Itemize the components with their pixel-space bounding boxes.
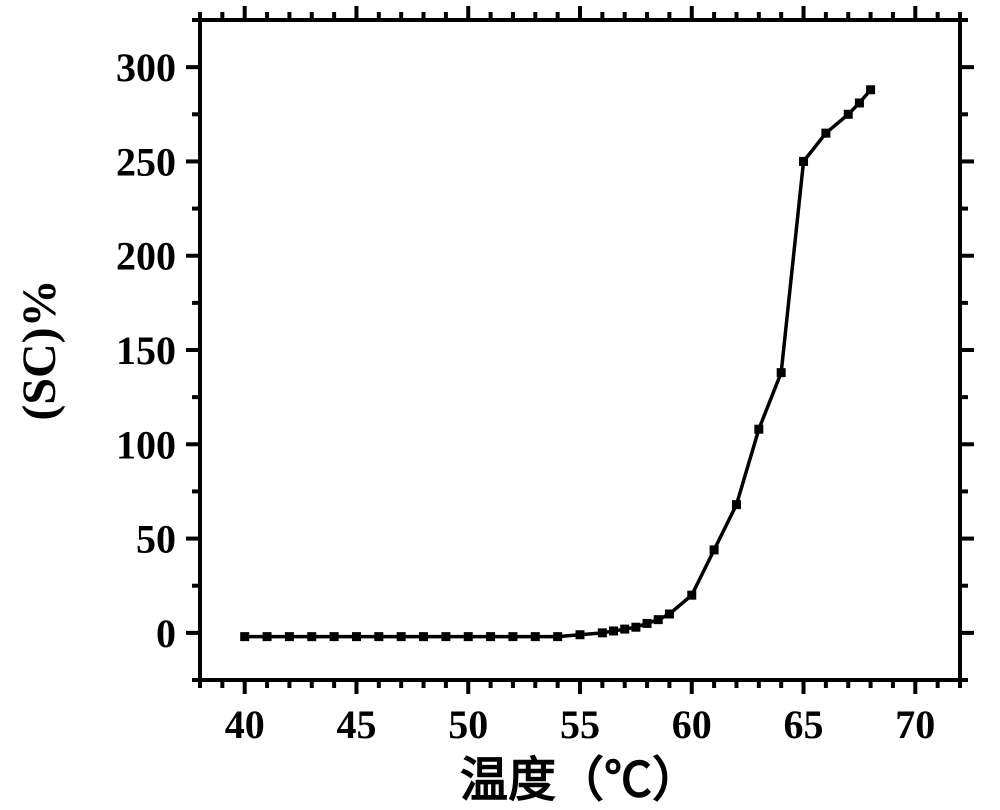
x-tick-label: 40 (225, 702, 265, 747)
series-marker (240, 632, 249, 641)
chart-svg: 40 45 50 55 60 65 70 0 50 100 150 200 250 300 温度（℃） (SC… (0, 0, 1000, 810)
series-marker (799, 157, 808, 166)
x-tick-label: 65 (784, 702, 824, 747)
chart-container: 40 45 50 55 60 65 70 0 50 100 150 200 250 300 温度（℃） (SC… (0, 0, 1000, 810)
series-marker (263, 632, 272, 641)
y-tick-label: 300 (116, 45, 176, 90)
series-marker (464, 632, 473, 641)
y-tick-label: 100 (116, 422, 176, 467)
x-tick-label: 60 (672, 702, 712, 747)
series-marker (508, 632, 517, 641)
series-marker (352, 632, 361, 641)
series-marker (576, 630, 585, 639)
y-tick-label: 150 (116, 328, 176, 373)
series-marker (486, 632, 495, 641)
chart-background (0, 0, 1000, 810)
series-marker (821, 129, 830, 138)
series-marker (531, 632, 540, 641)
series-marker (855, 98, 864, 107)
series-marker (665, 610, 674, 619)
series-marker (397, 632, 406, 641)
y-tick-label: 200 (116, 234, 176, 279)
y-tick-label: 0 (156, 611, 176, 656)
series-marker (419, 632, 428, 641)
series-marker (307, 632, 316, 641)
series-marker (687, 591, 696, 600)
series-marker (330, 632, 339, 641)
series-marker (732, 500, 741, 509)
series-marker (553, 632, 562, 641)
series-marker (374, 632, 383, 641)
series-marker (866, 85, 875, 94)
series-marker (609, 626, 618, 635)
series-marker (598, 628, 607, 637)
x-tick-label: 50 (448, 702, 488, 747)
series-marker (654, 615, 663, 624)
series-marker (441, 632, 450, 641)
x-tick-label: 55 (560, 702, 600, 747)
series-marker (285, 632, 294, 641)
series-marker (631, 623, 640, 632)
x-tick-label: 45 (336, 702, 376, 747)
series-marker (643, 619, 652, 628)
series-marker (710, 545, 719, 554)
series-marker (620, 625, 629, 634)
x-axis-title: 温度（℃） (460, 754, 700, 807)
y-axis-title: (SC)% (13, 279, 66, 420)
x-tick-label: 70 (895, 702, 935, 747)
y-tick-label: 50 (136, 517, 176, 562)
series-marker (754, 425, 763, 434)
y-tick-label: 250 (116, 139, 176, 184)
series-marker (777, 368, 786, 377)
series-marker (844, 110, 853, 119)
